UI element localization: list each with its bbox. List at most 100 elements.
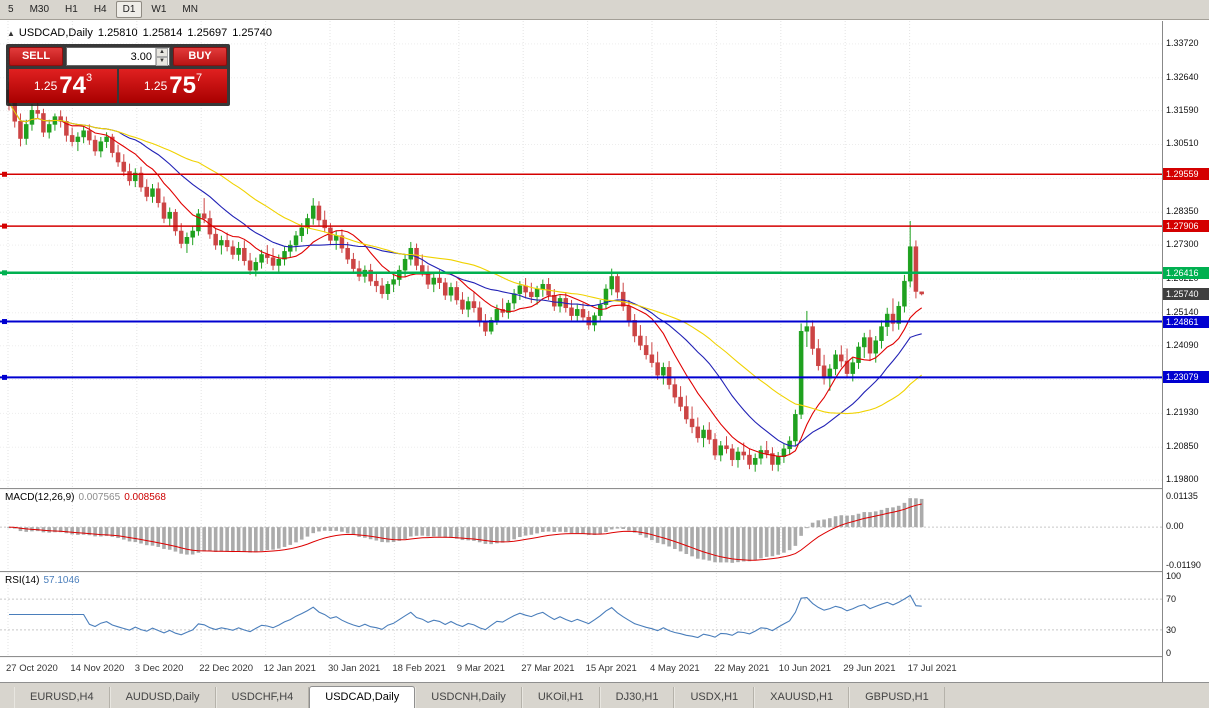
sell-price-sup: 3 (85, 72, 93, 84)
chart-tabs-bar: EURUSD,H4 AUDUSD,Daily USDCHF,H4 USDCAD,Dai… (0, 682, 1209, 708)
chart-tab-usdcad-daily[interactable]: USDCAD,Daily (309, 686, 416, 708)
timeframe-toolbar: 5 M30 H1 H4 D1 W1 MN (0, 0, 1209, 20)
macd-label: MACD(12,26,9) 0.007565 0.008568 (5, 492, 166, 503)
horizontal-lines[interactable] (0, 171, 1162, 380)
rsi-label: RSI(14) 57.1046 (5, 575, 80, 586)
price-axis-label: 1.20850 (1166, 441, 1199, 451)
macd-value-main: 0.007565 (78, 492, 121, 503)
sell-price-prefix: 1.25 (33, 79, 58, 93)
rsi-indicator-panel[interactable] (0, 573, 1162, 658)
price-axis[interactable]: 1.337201.326401.315901.305101.294301.283… (1162, 21, 1209, 682)
timeframe-button-h1[interactable]: H1 (58, 1, 85, 18)
sell-button[interactable]: SELL (9, 47, 63, 66)
buy-button[interactable]: BUY (173, 47, 227, 66)
last-price-badge: 1.25740 (1163, 288, 1209, 300)
time-axis-label: 30 Jan 2021 (328, 663, 381, 674)
moving-averages (8, 102, 923, 457)
macd-scale-zero: 0.00 (1166, 521, 1184, 531)
buy-price-sup: 7 (195, 72, 203, 84)
time-axis-label: 10 Jun 2021 (778, 663, 832, 674)
lot-size-value: 3.00 (130, 50, 153, 63)
buy-price-display[interactable]: 1.25 75 7 (119, 69, 227, 103)
time-axis-label: 15 Apr 2021 (585, 663, 637, 674)
macd-scale-max: 0.01135 (1166, 491, 1198, 501)
rsi-scale-70: 70 (1166, 594, 1177, 604)
rsi-scale-100: 100 (1166, 571, 1182, 581)
time-axis-label: 17 Jul 2021 (907, 663, 957, 674)
timeframe-button-m30[interactable]: M30 (23, 1, 56, 18)
time-axis-label: 18 Feb 2021 (392, 663, 446, 674)
ohlc-high: 1.25814 (142, 27, 183, 39)
buy-price-big: 75 (169, 72, 196, 99)
time-axis-label: 27 Mar 2021 (521, 663, 575, 674)
macd-title: MACD(12,26,9) (5, 492, 75, 503)
price-axis-label: 1.32640 (1166, 72, 1199, 82)
price-line-badge: 1.27906 (1163, 220, 1209, 232)
rsi-scale-30: 30 (1166, 625, 1177, 635)
timeframe-button-d1[interactable]: D1 (115, 1, 143, 18)
timeframe-button-h4[interactable]: H4 (87, 1, 114, 18)
price-line-badge: 1.29559 (1163, 168, 1209, 180)
price-line-badge: 1.23079 (1163, 371, 1209, 383)
price-line-badge: 1.24861 (1163, 316, 1209, 328)
macd-indicator-panel[interactable] (0, 490, 1162, 571)
ohlc-open: 1.25810 (97, 27, 138, 39)
price-axis-label: 1.27300 (1166, 239, 1199, 249)
sell-price-big: 74 (59, 72, 86, 99)
one-click-collapse-icon[interactable]: ▲ (7, 29, 15, 38)
panel-separator[interactable] (0, 488, 1209, 490)
time-axis-label: 12 Jan 2021 (263, 663, 316, 674)
time-axis[interactable]: 27 Oct 2020 14 Nov 2020 3 Dec 2020 22 Dec 2… (0, 658, 1162, 682)
macd-signal-line (8, 503, 922, 561)
sell-price-display[interactable]: 1.25 74 3 (9, 69, 117, 103)
macd-histogram (7, 498, 924, 563)
rsi-title: RSI(14) (5, 575, 40, 586)
time-axis-label: 22 Dec 2020 (199, 663, 254, 674)
rsi-line (9, 594, 922, 639)
main-price-chart[interactable] (0, 21, 1162, 488)
timeframe-button-w1[interactable]: W1 (144, 1, 173, 18)
timeframe-button-mn[interactable]: MN (175, 1, 205, 18)
chart-window: ▲ USDCAD,Daily 1.25810 1.25814 1.25697 1.2574… (0, 21, 1209, 682)
rsi-scale-0: 0 (1166, 648, 1172, 658)
chart-tab-usdcnh-daily[interactable]: USDCNH,Daily (415, 687, 522, 708)
price-axis-label: 1.33720 (1166, 38, 1199, 48)
macd-value-signal: 0.008568 (124, 492, 166, 503)
chart-tab-eurusd-h4[interactable]: EURUSD,H4 (14, 687, 110, 708)
time-axis-label: 14 Nov 2020 (70, 663, 125, 674)
price-line-badge: 1.26416 (1163, 267, 1209, 279)
price-axis-label: 1.24090 (1166, 340, 1199, 350)
chart-tab-dj30-h1[interactable]: DJ30,H1 (599, 687, 675, 708)
price-axis-label: 1.30510 (1166, 138, 1199, 148)
chart-tab-xauusd-h1[interactable]: XAUUSD,H1 (754, 687, 850, 708)
chart-title: ▲ USDCAD,Daily 1.25810 1.25814 1.25697 1.2574… (7, 27, 277, 39)
time-axis-label: 9 Mar 2021 (456, 663, 505, 674)
price-axis-label: 1.19800 (1166, 474, 1199, 484)
time-axis-label: 3 Dec 2020 (134, 663, 184, 674)
chart-tab-usdchf-h4[interactable]: USDCHF,H4 (215, 687, 310, 708)
lot-size-field[interactable]: 3.00 ▲ ▼ (66, 47, 170, 66)
time-axis-label: 29 Jun 2021 (843, 663, 896, 674)
chart-tab-gbpusd-h1[interactable]: GBPUSD,H1 (849, 687, 945, 708)
lot-decrease-button[interactable]: ▼ (156, 56, 168, 66)
chart-tab-audusd-daily[interactable]: AUDUSD,Daily (109, 687, 216, 708)
one-click-trading-panel: SELL 3.00 ▲ ▼ BUY 1.25 74 3 1.25 (6, 44, 230, 106)
lot-increase-button[interactable]: ▲ (156, 47, 168, 57)
chart-symbol: USDCAD,Daily (18, 27, 93, 39)
chart-tab-usdx-h1[interactable]: USDX,H1 (674, 687, 755, 708)
time-axis-label: 27 Oct 2020 (6, 663, 58, 674)
ohlc-low: 1.25697 (187, 27, 228, 39)
timeframe-button-5[interactable]: 5 (1, 1, 21, 18)
price-axis-label: 1.25140 (1166, 307, 1199, 317)
panel-separator[interactable] (0, 571, 1209, 573)
chart-tab-ukoil-h1[interactable]: UKOil,H1 (521, 687, 600, 708)
candles (6, 82, 924, 472)
rsi-value: 57.1046 (43, 575, 80, 586)
panel-separator (0, 656, 1209, 658)
price-axis-label: 1.21930 (1166, 407, 1199, 417)
macd-scale-min: -0.01190 (1166, 560, 1201, 570)
time-axis-label: 4 May 2021 (650, 663, 700, 674)
ohlc-close: 1.25740 (232, 27, 272, 39)
time-axis-label: 22 May 2021 (714, 663, 770, 674)
